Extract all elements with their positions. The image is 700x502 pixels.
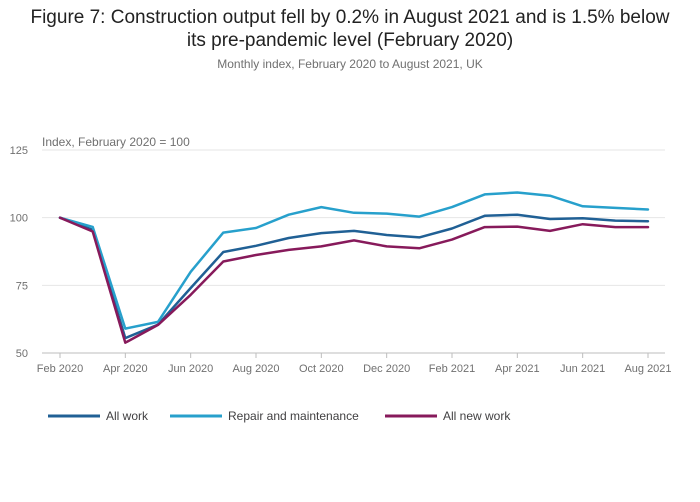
- series-lines: [58, 191, 650, 344]
- series-line-1: [58, 191, 650, 330]
- chart-title-line-1: Figure 7: Construction output fell by 0.…: [30, 7, 670, 28]
- series-line-2: [58, 216, 650, 344]
- legend-label-1: Repair and maintenance: [228, 409, 359, 423]
- series-line-0: [58, 213, 650, 340]
- x-tick-label: Apr 2021: [495, 363, 540, 375]
- x-tick-label: Aug 2020: [232, 363, 279, 375]
- x-tick-label: Feb 2021: [429, 363, 475, 375]
- x-tick-label: Dec 2020: [363, 363, 410, 375]
- grid: 50 75 100 125 Index, February 2020 = 100: [10, 135, 665, 360]
- y-axis-label: Index, February 2020 = 100: [42, 135, 190, 149]
- legend-label-2: All new work: [443, 409, 511, 423]
- y-tick-label: 125: [10, 145, 28, 157]
- x-tick-label: Feb 2020: [37, 363, 83, 375]
- x-tick-label: Aug 2021: [624, 363, 671, 375]
- legend-label-0: All work: [106, 409, 149, 423]
- x-tick-label: Oct 2020: [299, 363, 344, 375]
- x-tick-label: Jun 2021: [560, 363, 605, 375]
- y-tick-label: 100: [10, 213, 28, 225]
- x-tick-label: Apr 2020: [103, 363, 148, 375]
- chart-title-line-2: its pre-pandemic level (February 2020): [186, 30, 514, 51]
- y-tick-label: 50: [16, 348, 28, 360]
- chart-title: Figure 7: Construction output fell by 0.…: [0, 6, 700, 52]
- x-axis: Feb 2020 Apr 2020 Jun 2020 Aug 2020 Oct 2020…: [37, 353, 672, 375]
- x-tick-label: Jun 2020: [168, 363, 213, 375]
- chart-subtitle: Monthly index, February 2020 to August 2…: [217, 57, 483, 71]
- y-tick-label: 75: [16, 280, 28, 292]
- legend: All work Repair and maintenance All new wo…: [48, 409, 511, 423]
